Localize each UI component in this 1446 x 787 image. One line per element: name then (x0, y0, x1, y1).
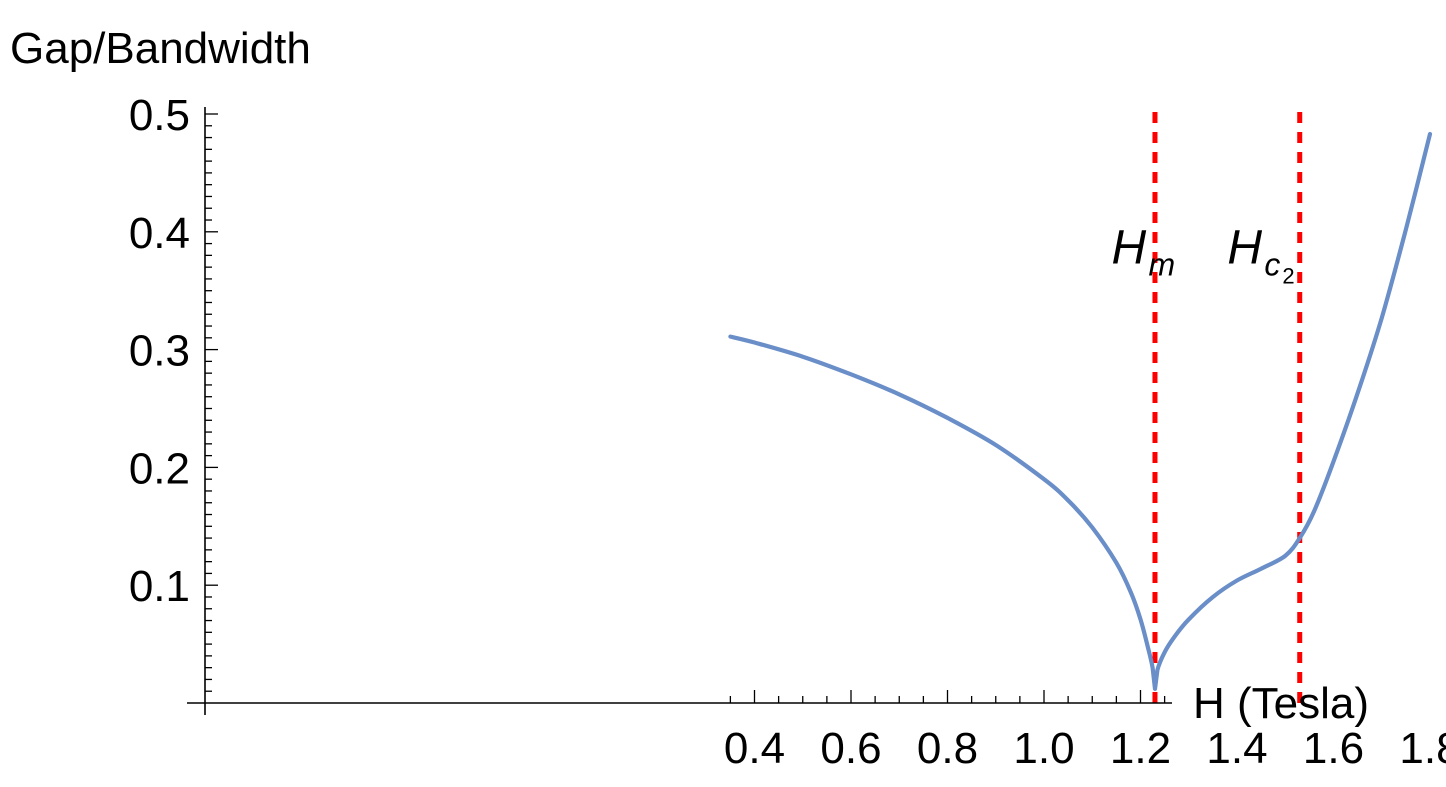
labels: Gap/Bandwidth H (Tesla) (10, 24, 1369, 728)
series-layer (728, 131, 1433, 691)
x-tick-label: 0.8 (917, 724, 978, 773)
axes: 0.4 0.6 0.8 1.0 1.2 1.4 1.6 1.8 0.1 0.2 0.3 0.4 0.5 (129, 91, 1446, 773)
x-tick-label: 0.4 (724, 724, 785, 773)
x-tick-label: 0.6 (820, 724, 881, 773)
vertical-reference-lines (1152, 112, 1303, 703)
x-tick-label: 1.2 (1110, 724, 1171, 773)
x-tick-label: 1.0 (1013, 724, 1074, 773)
annotation-sub-subscript: 2 (1282, 264, 1294, 289)
y-tick-label: 0.2 (129, 444, 190, 493)
y-tick-label: 0.1 (129, 562, 190, 611)
y-axis-label: Gap/Bandwidth (10, 24, 311, 73)
y-tick-label: 0.4 (129, 209, 190, 258)
annotation-subscript: c (1264, 247, 1280, 283)
annotation-subscript: m (1149, 247, 1176, 283)
annotation-base: H (1227, 222, 1262, 275)
y-tick-label: 0.5 (129, 91, 190, 140)
series-line (728, 131, 1433, 691)
x-tick-label: 1.8 (1399, 724, 1446, 773)
y-tick-label: 0.3 (129, 327, 190, 376)
x-tick-label: 1.6 (1303, 724, 1364, 773)
x-tick-label: 1.4 (1206, 724, 1267, 773)
x-axis-label: H (Tesla) (1193, 679, 1369, 728)
annotation-base: H (1112, 222, 1147, 275)
